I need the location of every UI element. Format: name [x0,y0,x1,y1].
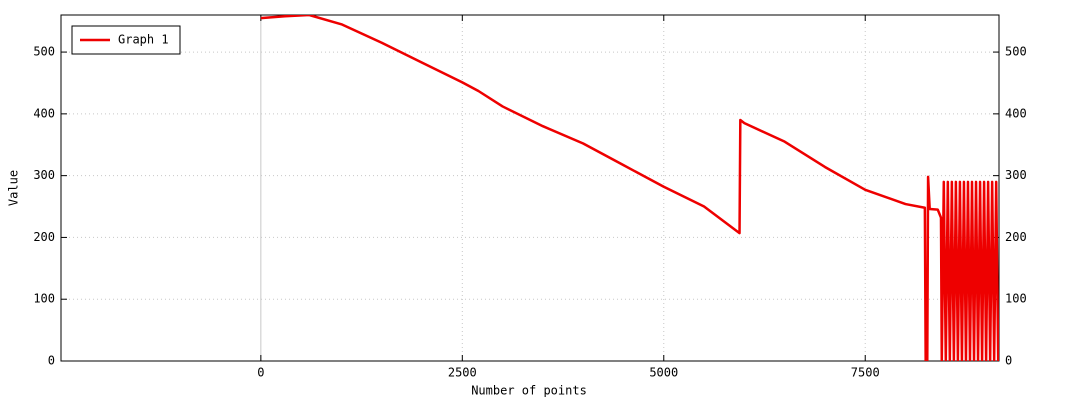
y-tick-label: 500 [33,45,55,59]
legend-label: Graph 1 [118,33,169,47]
y-tick-label: 400 [33,106,55,120]
y-tick-label: 0 [48,354,55,368]
y2-tick-label: 100 [1005,292,1027,306]
y2-tick-label: 500 [1005,45,1027,59]
x-tick-label: 0 [257,366,264,380]
data-line [260,15,999,361]
plot-frame [60,14,1000,362]
y2-tick-label: 300 [1005,168,1027,182]
y-tick-label: 300 [33,168,55,182]
y2-tick-label: 200 [1005,230,1027,244]
x-axis-label: Number of points [471,384,587,398]
x-tick-label: 2500 [448,366,477,380]
y2-tick-label: 400 [1005,106,1027,120]
x-tick-label: 5000 [649,366,678,380]
y-tick-label: 100 [33,292,55,306]
plot-area [260,15,999,361]
y2-tick-label: 0 [1005,354,1012,368]
y-tick-label: 200 [33,230,55,244]
y-axis-label: Value [7,170,21,206]
x-tick-label: 7500 [851,366,880,380]
